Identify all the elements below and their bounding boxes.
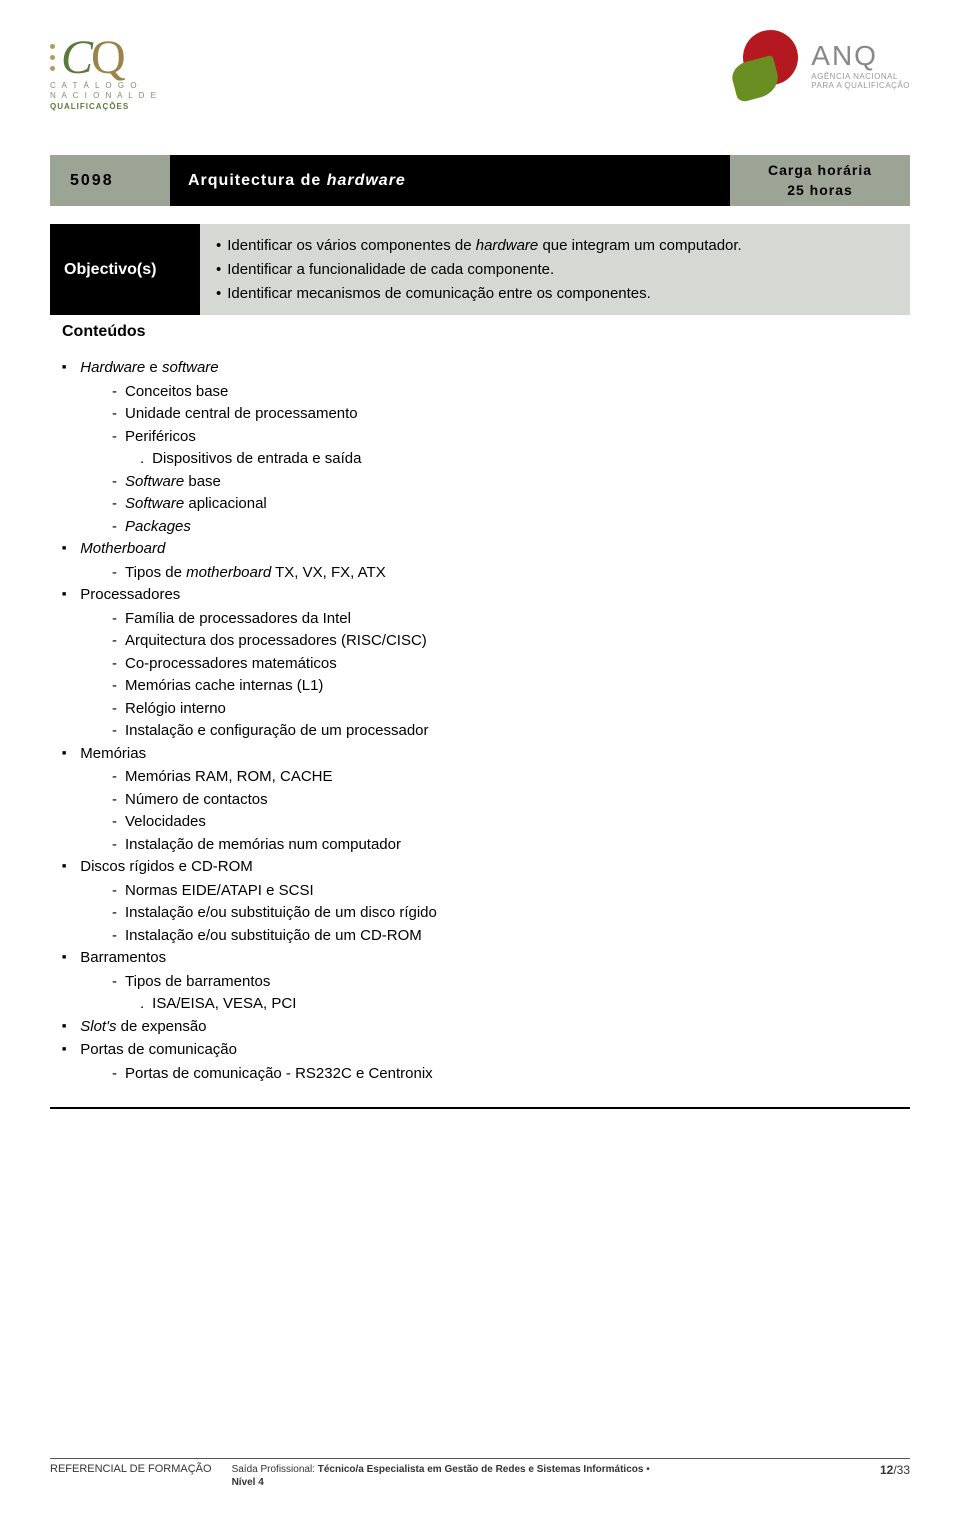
logo-anq: ANQ AGÊNCIA NACIONAL PARA A QUALIFICAÇÃO <box>733 30 910 100</box>
list-subitem: -Software aplicacional <box>112 493 898 516</box>
list-subitem: -Conceitos base <box>112 381 898 404</box>
page-footer: REFERENCIAL DE FORMAÇÃO Saída Profission… <box>50 1458 910 1489</box>
divider <box>50 1107 910 1109</box>
cq-line3: QUALIFICAÇÕES <box>50 102 129 111</box>
list-subitem: -Periféricos <box>112 426 898 449</box>
list-item: ■Memórias <box>62 743 898 766</box>
module-title: Arquitectura de hardware <box>170 155 730 206</box>
objectives-label: Objectivo(s) <box>50 224 200 315</box>
module-code: 5098 <box>50 155 170 206</box>
anq-title: ANQ <box>811 40 910 72</box>
list-subitem: -Arquitectura dos processadores (RISC/CI… <box>112 630 898 653</box>
module-hours: Carga horária 25 horas <box>730 155 910 206</box>
objective-item: •Identificar os vários componentes de ha… <box>216 234 894 258</box>
list-subitem: -Instalação de memórias num computador <box>112 834 898 857</box>
list-item: ■Processadores <box>62 584 898 607</box>
list-item: ■Portas de comunicação <box>62 1039 898 1062</box>
list-subitem: -Software base <box>112 471 898 494</box>
footer-saida: Saída Profissional: Técnico/a Especialis… <box>232 1463 650 1489</box>
footer-ref: REFERENCIAL DE FORMAÇÃO <box>50 1463 212 1475</box>
footer-page: 12/33 <box>880 1463 910 1477</box>
hours-value: 25 horas <box>750 181 890 201</box>
list-item: ■Hardware e software <box>62 357 898 380</box>
anq-sub1: AGÊNCIA NACIONAL <box>811 72 910 81</box>
cq-line2: N A C I O N A L D E <box>50 91 158 100</box>
list-subitem: -Tipos de barramentos <box>112 971 898 994</box>
list-subitem: -Instalação e configuração de um process… <box>112 720 898 743</box>
list-subitem: -Tipos de motherboard TX, VX, FX, ATX <box>112 562 898 585</box>
list-subitem: -Instalação e/ou substituição de um disc… <box>112 902 898 925</box>
list-item: ■Slot's de expensão <box>62 1016 898 1039</box>
page-num: 12 <box>880 1463 893 1477</box>
list-item: ■Barramentos <box>62 947 898 970</box>
list-subitem: -Instalação e/ou substituição de um CD-R… <box>112 925 898 948</box>
saida-label: Saída Profissional: <box>232 1464 315 1475</box>
list-subitem: -Portas de comunicação - RS232C e Centro… <box>112 1063 898 1086</box>
saida-value: Técnico/a Especialista em Gestão de Rede… <box>315 1464 646 1475</box>
list-subitem: -Memórias cache internas (L1) <box>112 675 898 698</box>
list-subsubitem: .Dispositivos de entrada e saída <box>140 448 898 471</box>
list-subitem: -Memórias RAM, ROM, CACHE <box>112 766 898 789</box>
objectives-body: •Identificar os vários componentes de ha… <box>200 224 910 315</box>
title-italic: hardware <box>327 172 406 189</box>
list-item: ■Discos rígidos e CD-ROM <box>62 856 898 879</box>
page-total: /33 <box>893 1463 910 1477</box>
list-item: ■Motherboard <box>62 538 898 561</box>
objective-item: •Identificar mecanismos de comunicação e… <box>216 282 894 306</box>
header-logos: CQ C A T Á L O G O N A C I O N A L D E Q… <box>50 30 910 125</box>
cq-line1: C A T Á L O G O <box>50 81 139 90</box>
title-pre: Arquitectura de <box>188 172 327 189</box>
list-subitem: -Normas EIDE/ATAPI e SCSI <box>112 880 898 903</box>
list-subitem: -Velocidades <box>112 811 898 834</box>
conteudos-label: Conteúdos <box>50 319 910 357</box>
hours-label: Carga horária <box>750 161 890 181</box>
anq-mark-icon <box>733 30 803 100</box>
objectives-row: Objectivo(s) •Identificar os vários comp… <box>50 224 910 315</box>
list-subitem: -Número de contactos <box>112 789 898 812</box>
logo-cq: CQ C A T Á L O G O N A C I O N A L D E Q… <box>50 30 158 112</box>
module-title-bar: 5098 Arquitectura de hardware Carga horá… <box>50 155 910 206</box>
list-subitem: -Co-processadores matemáticos <box>112 653 898 676</box>
list-subitem: -Unidade central de processamento <box>112 403 898 426</box>
list-subitem: -Família de processadores da Intel <box>112 608 898 631</box>
list-subsubitem: .ISA/EISA, VESA, PCI <box>140 993 898 1016</box>
list-subitem: -Packages <box>112 516 898 539</box>
objective-item: •Identificar a funcionalidade de cada co… <box>216 258 894 282</box>
nivel: Nível 4 <box>232 1477 264 1488</box>
list-subitem: -Relógio interno <box>112 698 898 721</box>
content-list: ■Hardware e software-Conceitos base-Unid… <box>50 357 910 1085</box>
anq-sub2: PARA A QUALIFICAÇÃO <box>811 81 910 90</box>
